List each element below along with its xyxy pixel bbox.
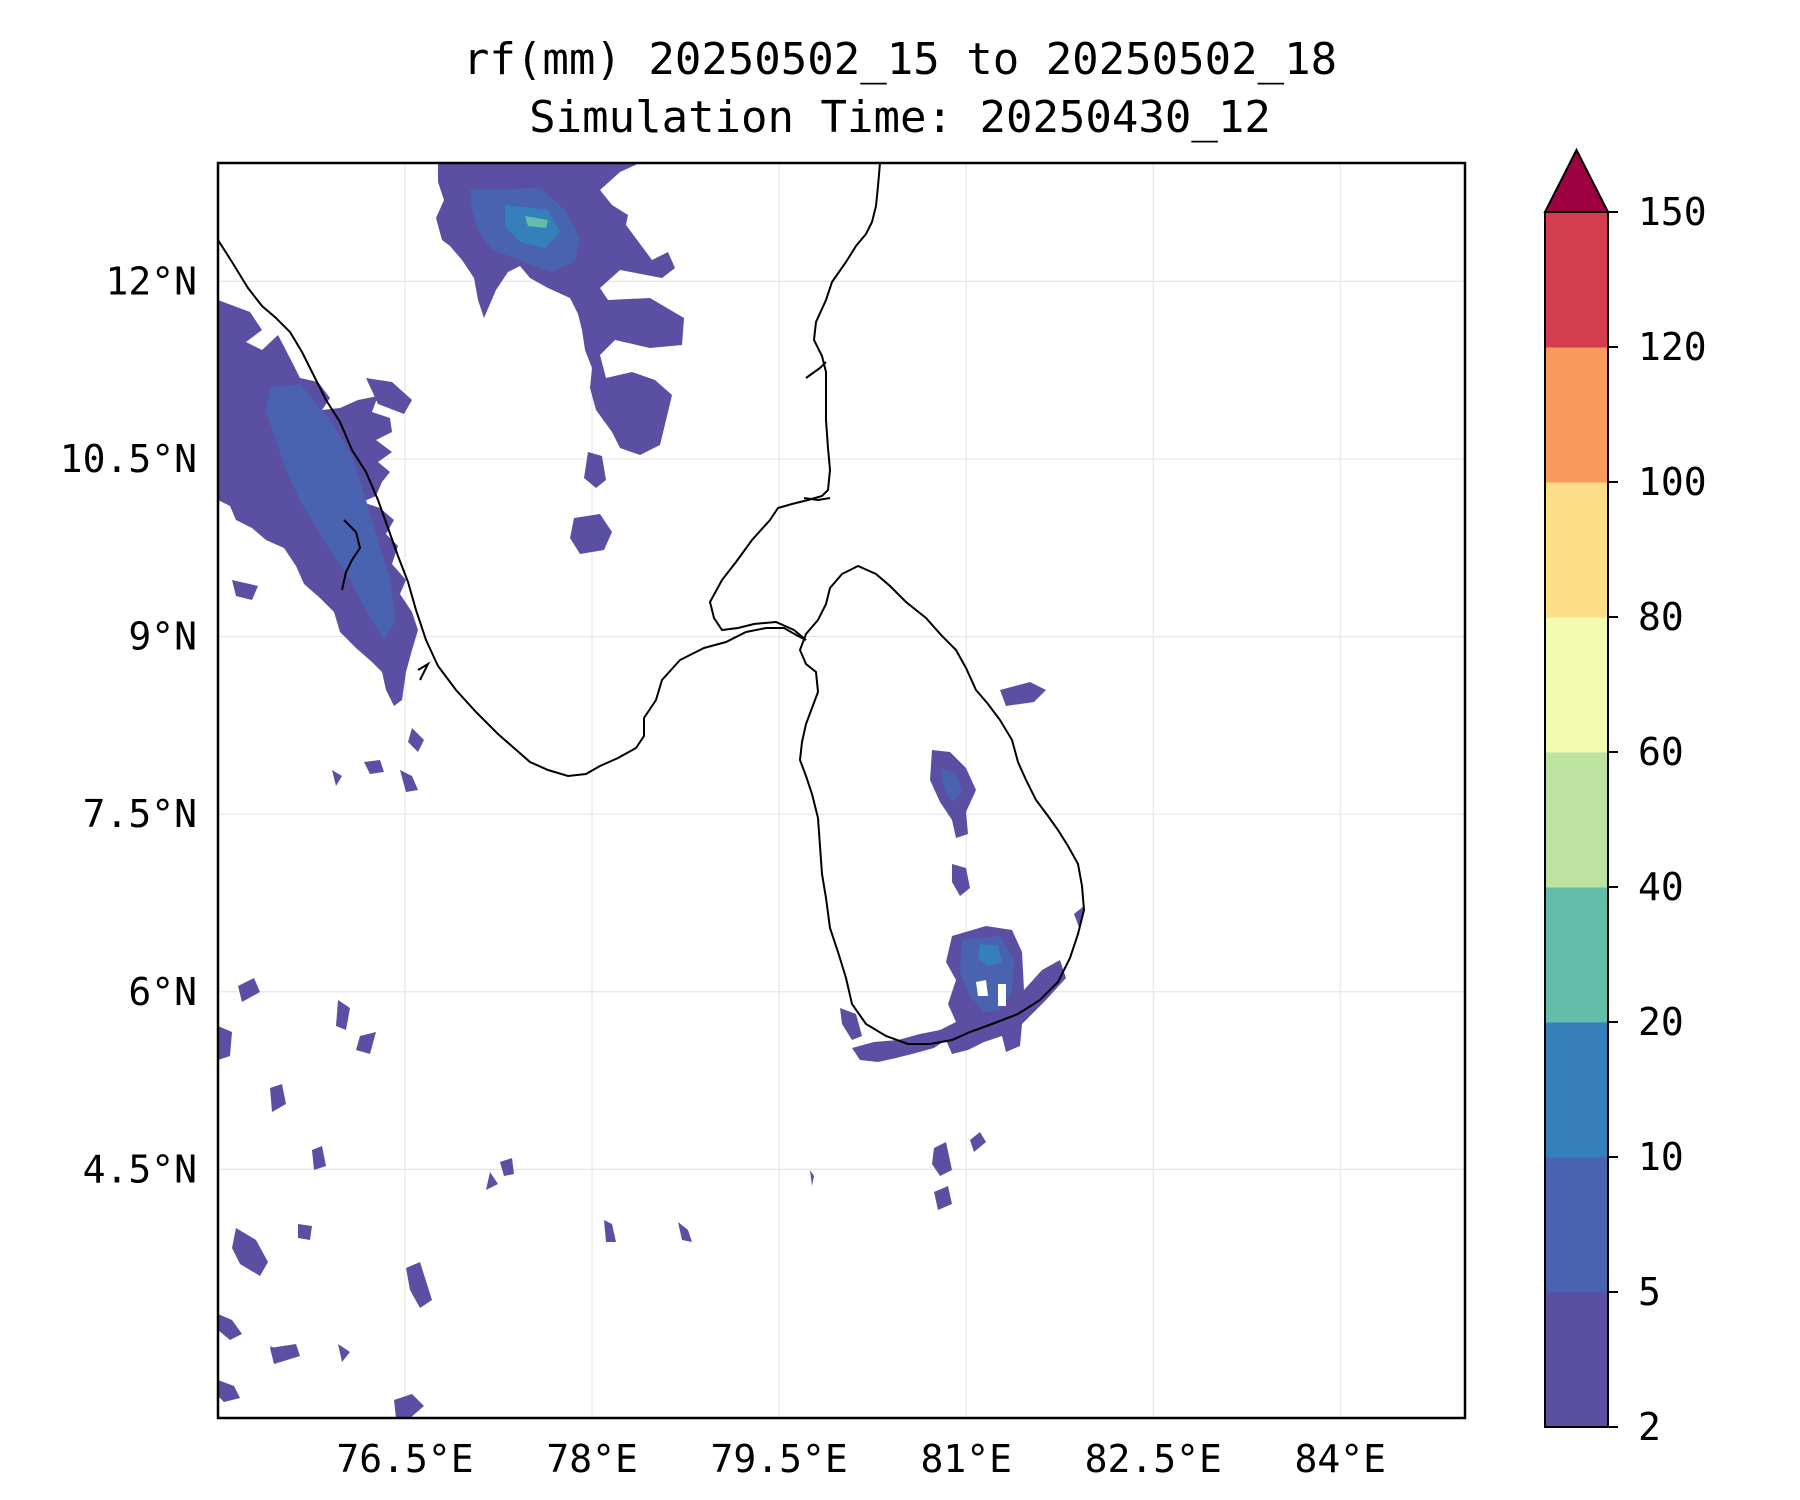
- colorbar-tick-label: 60: [1638, 730, 1684, 774]
- rain-area-cell: [238, 978, 260, 1002]
- rain-area-cell: [232, 580, 258, 600]
- coastline: [218, 163, 1086, 1045]
- rain-area-cell: [810, 1170, 814, 1186]
- lon-tick-label: 82.5°E: [1085, 1437, 1222, 1481]
- rain-area-cell: [336, 1000, 350, 1030]
- rain-area-southern-sri-lanka-peak: [978, 944, 1002, 966]
- colorbar-tick-label: 10: [1638, 1135, 1684, 1179]
- map-frame: [216, 161, 1467, 1420]
- gridlines: [218, 163, 1465, 1418]
- rain-area-cell: [364, 760, 384, 774]
- rain-area-cell: [1074, 906, 1084, 930]
- rain-free-hole: [998, 984, 1006, 1006]
- rain-area-kerala-coast-core: [266, 384, 396, 640]
- rain-area-cell: [218, 1314, 242, 1340]
- colorbar-tick-label: 20: [1638, 1000, 1684, 1044]
- lat-tick-label: 7.5°N: [83, 792, 197, 836]
- colorbar-tick-label: 40: [1638, 865, 1684, 909]
- rain-area-cell: [408, 728, 424, 752]
- rain-area-cell: [394, 1394, 424, 1418]
- rain-area-cell: [332, 770, 342, 786]
- rain-area-cell: [298, 1224, 312, 1240]
- lat-tick-label: 10.5°N: [60, 437, 197, 481]
- rain-area-cell: [312, 1150, 320, 1164]
- colorbar-extend-arrow: [1543, 147, 1610, 213]
- colorbar-tick-label: 80: [1638, 595, 1684, 639]
- colorbar: 2 5 10 20 40 60 80 100 120 150: [1543, 147, 1707, 1449]
- precipitation-contours: [218, 163, 1084, 1418]
- rain-area-cell: [840, 1008, 862, 1040]
- colorbar-segment: [1545, 617, 1608, 753]
- colorbar-segment: [1545, 1292, 1608, 1428]
- colorbar-segment: [1545, 887, 1608, 1023]
- rain-area-cell: [678, 1222, 692, 1242]
- coastal-inlet: [341, 519, 362, 591]
- colorbar-tick-label: 100: [1638, 460, 1707, 504]
- rain-area-cell: [584, 452, 606, 488]
- lon-tick-label: 79.5°E: [711, 1437, 848, 1481]
- chart-title-line-2: Simulation Time: 20250430_12: [529, 92, 1271, 143]
- colorbar-segment: [1545, 347, 1608, 483]
- rain-area-cell: [270, 1084, 286, 1112]
- rain-area-cell: [406, 1262, 432, 1308]
- colorbar-frame: [1544, 211, 1609, 1428]
- lat-tick-label: 4.5°N: [83, 1147, 197, 1191]
- lon-tick-label: 81°E: [920, 1437, 1012, 1481]
- rain-area-cell: [604, 1220, 616, 1242]
- lon-tick-label: 84°E: [1295, 1437, 1387, 1481]
- rain-area-sri-lanka-central-core: [940, 768, 962, 802]
- rain-area-cell: [218, 1380, 240, 1402]
- rain-area-cell: [500, 1158, 514, 1176]
- rain-area-cell: [970, 1132, 986, 1152]
- colorbar-tick-label: 120: [1638, 325, 1707, 369]
- rain-area-cell: [338, 1344, 350, 1362]
- sri-lanka-coastline: [798, 564, 1086, 1045]
- rainfall-field: [218, 163, 1084, 1418]
- rain-area-cell: [486, 1172, 498, 1190]
- rain-area-cell: [218, 1026, 232, 1060]
- rain-area-cell: [952, 864, 970, 896]
- colorbar-segment: [1545, 1157, 1608, 1293]
- rain-area-cell: [400, 770, 418, 792]
- lon-tick-label: 78°E: [546, 1437, 638, 1481]
- coastal-inlet: [803, 497, 831, 502]
- colorbar-segment: [1545, 752, 1608, 888]
- coastal-inlet: [805, 361, 827, 379]
- rain-area-north-central-max: [525, 216, 548, 228]
- rain-area-cell: [570, 514, 612, 554]
- latitude-ticks: 12°N 10.5°N 9°N 7.5°N 6°N 4.5°N: [60, 259, 197, 1191]
- rain-area-cell: [1000, 682, 1046, 706]
- lon-tick-label: 76.5°E: [336, 1437, 473, 1481]
- lat-tick-label: 9°N: [128, 615, 197, 659]
- lat-tick-label: 6°N: [128, 970, 197, 1014]
- rain-area-cell: [356, 1032, 376, 1054]
- rain-area-cell: [228, 350, 262, 378]
- rain-area-cell: [932, 1142, 952, 1176]
- rain-area-cell: [934, 1186, 952, 1210]
- colorbar-tick-label: 150: [1638, 190, 1707, 234]
- india-coastline: [218, 163, 881, 778]
- longitude-ticks: 76.5°E 78°E 79.5°E 81°E 82.5°E 84°E: [336, 1437, 1386, 1481]
- map-background: [218, 163, 1465, 1418]
- colorbar-tick-label: 5: [1638, 1270, 1661, 1314]
- chart-title-line-1: rf(mm) 20250502_15 to 20250502_18: [462, 34, 1338, 85]
- lat-tick-label: 12°N: [105, 259, 197, 303]
- colorbar-segment: [1545, 1022, 1608, 1158]
- rain-free-hole: [976, 980, 988, 996]
- colorbar-segment: [1545, 212, 1608, 348]
- rain-area-cell: [232, 1228, 268, 1276]
- rain-area-cell: [270, 1346, 280, 1360]
- colorbar-tick-label: 2: [1638, 1405, 1661, 1449]
- coastal-inlet: [417, 661, 431, 681]
- colorbar-segment: [1545, 482, 1608, 618]
- rain-area-cell: [366, 378, 412, 414]
